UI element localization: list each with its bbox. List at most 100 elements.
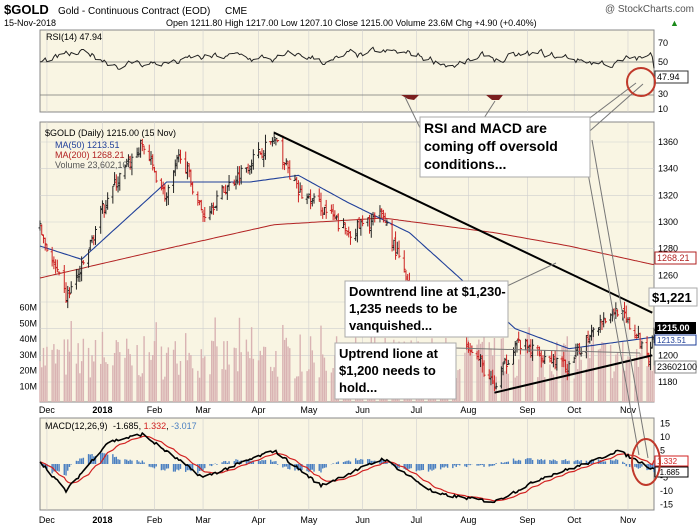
volume-bar-2 <box>42 347 45 402</box>
volume-bar-237 <box>613 371 615 402</box>
volume-bar-211 <box>550 371 553 402</box>
macd-hist-bar-3 <box>44 464 46 467</box>
macd-hist-bar-81 <box>235 459 237 464</box>
rsi-tick-30: 30 <box>658 89 668 99</box>
volume-bar-74 <box>216 346 218 402</box>
macd-tick-label-5: -10 <box>660 486 673 496</box>
volume-bar-13 <box>68 351 71 402</box>
volume-bar-34 <box>119 352 121 402</box>
macd-hist-bar-49 <box>155 464 157 467</box>
volume-bar-87 <box>249 358 251 402</box>
macd-tick-label-2: 5 <box>660 445 665 455</box>
volume-bar-50 <box>160 346 163 402</box>
volume-bar-101 <box>283 339 286 402</box>
volume-bar-66 <box>198 377 201 402</box>
volume-bar-111 <box>308 369 310 402</box>
x-tick-mid-4: Apr <box>252 405 266 415</box>
ma50-badge-text: 1213.51 <box>657 336 686 345</box>
volume-bar-222 <box>576 369 579 402</box>
macd-hist-bar-234 <box>604 461 607 464</box>
x-tick-mid-8: Aug <box>460 405 476 415</box>
x-tick-mid-6: Jun <box>355 405 370 415</box>
ma200-badge-text: 1268.21 <box>657 253 690 263</box>
volume-bar-106 <box>296 376 298 402</box>
macd-hist-bar-11 <box>65 464 67 476</box>
volume-bar-177 <box>467 340 470 402</box>
volume-bar-46 <box>150 359 152 402</box>
macd-signal-badge-text: 1.332 <box>657 457 678 466</box>
macd-hist-bar-28 <box>105 453 107 464</box>
volume-bar-24 <box>94 340 97 402</box>
macd-hist-bar-71 <box>211 464 213 467</box>
volume-bar-239 <box>616 352 619 402</box>
x-axis-bottom: Dec 2018 Feb Mar Apr May Jun Jul Aug Sep Oct Nov <box>39 515 637 525</box>
volume-bar-65 <box>197 370 199 402</box>
volume-bar-205 <box>537 377 539 402</box>
macd-hist-bar-206 <box>538 459 541 464</box>
rsi-tick-70: 70 <box>658 38 668 48</box>
volume-bar-201 <box>526 334 529 402</box>
price-tick-label-5: 1260 <box>658 270 678 280</box>
volume-bar-204 <box>531 344 534 402</box>
macd-hist-bar-104 <box>289 464 291 470</box>
macd-hist-bar-93 <box>263 460 265 464</box>
macd-hist-bar-154 <box>410 464 412 469</box>
macd-hist-bar-121 <box>332 463 334 464</box>
x-tick-bottom-8: Aug <box>460 515 476 525</box>
macd-hist-bar-53 <box>165 464 168 469</box>
volume-tick-label-2: 40M <box>19 334 37 344</box>
macd-hist-bar-244 <box>629 464 631 468</box>
macd-hist-bar-214 <box>556 461 558 464</box>
volume-bar-83 <box>238 317 241 402</box>
close-badge <box>655 322 696 334</box>
macd-hist-bar-9 <box>58 464 60 472</box>
volume-bar-78 <box>226 340 229 402</box>
macd-hist-bar-158 <box>420 464 423 471</box>
volume-bar-67 <box>200 349 203 402</box>
ma50-line <box>39 174 654 350</box>
volume-bar-48 <box>153 341 156 402</box>
macd-hist-bar-127 <box>346 460 348 464</box>
macd-line <box>39 431 655 504</box>
price-tick-label-4: 1280 <box>658 244 678 254</box>
rsi-panel: RSI(14) 47.94 70 50 30 10 47.94 <box>39 29 689 114</box>
price-call-box <box>648 287 698 307</box>
volume-bar-229 <box>592 327 594 402</box>
volume-tick-label-0: 60M <box>19 303 37 313</box>
macd-tick-label-0: 15 <box>660 418 670 428</box>
macd-hist-bar-188 <box>493 464 496 466</box>
macd-hist-bar-134 <box>361 459 364 464</box>
volume-bar-7 <box>54 363 57 402</box>
macd-hist-bar-169 <box>446 464 449 468</box>
volume-bar-30 <box>112 365 114 402</box>
macd-hist-bar-67 <box>200 464 203 471</box>
rsi-line <box>39 46 655 70</box>
macd-hist-bar-42 <box>139 462 142 464</box>
macd-signal-badge <box>654 455 689 467</box>
macd-hist-bar-25 <box>100 452 102 464</box>
volume-bar-41 <box>138 375 140 402</box>
volume-bar-19 <box>82 338 85 402</box>
macd-hist-bar-113 <box>311 464 314 470</box>
macd-hist-bar-107 <box>297 464 300 471</box>
macd-hist-bar-190 <box>500 462 503 464</box>
macd-hist-bar-220 <box>573 461 575 464</box>
macd-hist-bar-46 <box>150 464 152 468</box>
volume-bar-198 <box>518 359 520 402</box>
macd-hist-bar-41 <box>138 461 140 464</box>
macd-hist-bar-16 <box>77 460 79 464</box>
volume-bar-250 <box>646 366 648 402</box>
volume-bar-23 <box>93 361 95 402</box>
macd-hist-bar-32 <box>115 456 118 464</box>
macd-hist-bar-61 <box>186 464 189 471</box>
macd-hist-bar-141 <box>380 458 383 464</box>
macd-label-value: -1.685 <box>113 421 139 431</box>
macd-hist-bar-58 <box>178 464 180 471</box>
macd-hist-bar-44 <box>143 462 145 464</box>
macd-hist-bar-207 <box>540 458 542 464</box>
macd-hist-bar-5 <box>51 464 53 474</box>
volume-bar-40 <box>136 345 138 402</box>
volume-bar-3 <box>44 365 46 402</box>
macd-hist-bar-156 <box>417 464 419 471</box>
volume-bar-232 <box>601 341 603 402</box>
